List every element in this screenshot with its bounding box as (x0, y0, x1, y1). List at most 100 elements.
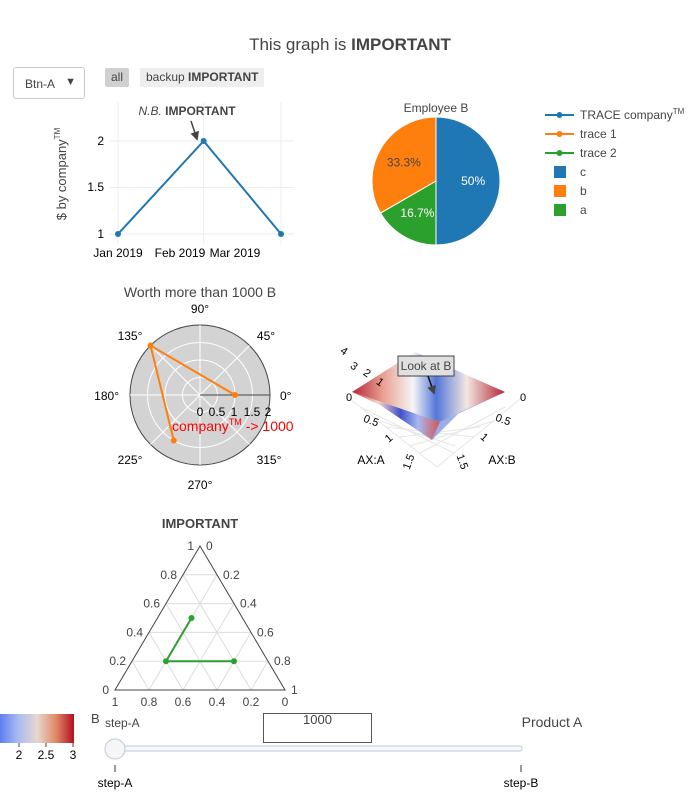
pie-chart: Employee B 50% 16.7% 33.3% (371, 101, 501, 246)
surface-ztick-3: 3 (348, 360, 360, 373)
polar-angle-45: 45° (257, 329, 275, 343)
all-button[interactable]: all (105, 68, 130, 87)
legend-item-trace0[interactable]: TRACE companyTM (545, 107, 685, 122)
ternary-grid-c-1 (182, 603, 235, 691)
ternary-series (163, 615, 237, 665)
surface-xtick-0: 0 (346, 392, 352, 404)
polar-point-0 (232, 392, 238, 398)
ternary-point-1 (163, 658, 169, 665)
ternary-point-2 (231, 658, 237, 665)
pie-label-c: 50% (461, 174, 485, 188)
surface-ztick-2: 2 (361, 367, 373, 380)
surface-ytick-1: 1 (478, 431, 490, 444)
ternary-c-tick-5: 1 (291, 683, 298, 697)
ternary-b-tick-1: 0.8 (141, 695, 158, 709)
ternary-a-tick-1: 0.2 (109, 654, 126, 668)
line-ylabel: $ by companyTM (53, 127, 69, 220)
line-annotation: N.B. IMPORTANT (138, 104, 236, 118)
line-xtick-feb: Feb 2019 (155, 246, 206, 260)
legend-item-c[interactable]: c (554, 165, 586, 179)
line-gridlines (110, 102, 294, 244)
ternary-c-tick-4: 0.8 (274, 654, 291, 668)
line-annotation-arrow (190, 120, 199, 141)
surface-ztick-1: 1 (374, 376, 386, 389)
svg-text:trace 1: trace 1 (580, 127, 617, 141)
legend-item-b[interactable]: b (554, 184, 587, 198)
surface-annotation-arrow (427, 375, 436, 395)
polar-angle-135: 135° (118, 329, 143, 343)
update-menu-dropdown[interactable]: Btn-A ▼ (13, 67, 85, 99)
surface-ytick-0-5: 0.5 (494, 412, 512, 429)
ternary-b-tick-3: 0.4 (209, 695, 226, 709)
line-xtick-jan: Jan 2019 (93, 246, 143, 260)
polar-chart: Worth more than 1000 B 90° 45° 0° 315° 2… (94, 284, 294, 492)
polar-series (147, 342, 238, 444)
ternary-b-tick-2: 0.6 (175, 695, 192, 709)
surface-xtick-0-5: 0.5 (362, 413, 380, 430)
surface-ytick-1-5: 1.5 (454, 453, 471, 471)
polar-angle-270: 270° (188, 478, 213, 492)
backup-important-button[interactable]: backup IMPORTANT (140, 68, 265, 87)
ternary-c-tick-1: 0.2 (223, 568, 240, 582)
line-ytick-2: 2 (97, 134, 104, 148)
surface-annotation-box (397, 355, 455, 377)
ternary-b-tick-5: 0 (282, 695, 289, 709)
ternary-a-tick-4: 0.8 (160, 568, 177, 582)
polar-angle-0: 0° (280, 389, 292, 403)
line-point-0 (115, 231, 121, 237)
legend-item-a[interactable]: a (554, 203, 587, 217)
pie-label-a: 16.7% (400, 206, 434, 220)
colorbar-tick-3: 3 (70, 748, 77, 762)
svg-text:TRACE companyTM: TRACE companyTM (580, 107, 685, 122)
surface-xtick-1-5: 1.5 (401, 453, 418, 471)
line-series (115, 138, 284, 237)
legend[interactable]: TRACE companyTM trace 1 trace 2 c b a (545, 107, 685, 217)
surface-chart: 1 2 3 4 0 0.5 1 1.5 0 0.5 1 1.5 AX:A AX:… (338, 345, 526, 471)
ternary-b-tick-4: 0.2 (243, 695, 260, 709)
ternary-title: IMPORTANT (162, 516, 238, 531)
product-label: Product A (522, 714, 583, 730)
ternary-grid (131, 574, 269, 691)
polar-annotation: companyTM -> 1000 (172, 417, 294, 434)
pie-slice-c (435, 116, 501, 246)
ternary-grid-c-3 (250, 660, 269, 691)
value-textbox[interactable]: 1000 (263, 713, 372, 743)
polar-spoke-225 (150, 394, 201, 445)
polar-rtick-0: 0 (197, 405, 204, 419)
polar-angle-225: 225° (118, 453, 143, 467)
slider[interactable]: step-A step-A step-B (98, 716, 539, 790)
polar-point-1 (147, 342, 154, 349)
polar-title: Worth more than 1000 B (124, 284, 276, 300)
polar-rtick-2: 2 (265, 405, 272, 419)
ternary-c-tick-3: 0.6 (257, 625, 274, 639)
slider-step-a-label[interactable]: step-A (98, 776, 133, 790)
ternary-grid-b-1 (165, 603, 218, 691)
polar-point-2 (170, 437, 177, 444)
surface-ztick-4: 4 (338, 345, 350, 358)
polar-rtick-1: 1 (231, 405, 238, 419)
ternary-c-tick-0: 0 (206, 539, 213, 553)
legend-item-trace1[interactable]: trace 1 (545, 127, 617, 141)
ternary-c-tick-2: 0.4 (240, 597, 257, 611)
colorbar: B 2 2.5 3 (0, 711, 100, 762)
svg-text:b: b (580, 184, 587, 198)
slider-step-b-label[interactable]: step-B (504, 776, 539, 790)
surface-ytick-0: 0 (520, 392, 526, 404)
slider-rail[interactable] (111, 745, 523, 752)
svg-text:a: a (580, 203, 587, 217)
slider-handle[interactable] (104, 738, 126, 760)
slider-current-value: step-A (105, 716, 140, 730)
pie-label-b: 33.3% (387, 155, 421, 169)
legend-item-trace2[interactable]: trace 2 (545, 146, 617, 160)
polar-spoke-135 (150, 345, 201, 396)
pie-slice-a (379, 180, 437, 246)
ternary-trace-2 (164, 617, 234, 663)
ternary-chart: IMPORTANT 00.20.40.60.811 0.8 0.6 0.4 0.2 000… (102, 516, 298, 709)
polar-rtick-0-5: 0.5 (209, 405, 226, 419)
polar-spoke-315 (199, 394, 250, 445)
line-xtick-mar: Mar 2019 (210, 246, 261, 260)
ternary-a-tick-5: 1 (187, 539, 194, 553)
ternary-a-tick-3: 0.6 (143, 597, 160, 611)
line-point-1 (200, 138, 207, 144)
